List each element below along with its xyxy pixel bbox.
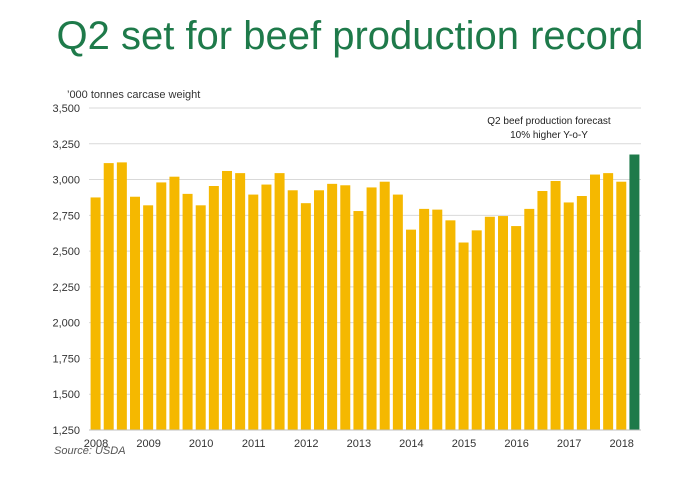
data-bar <box>327 183 338 430</box>
x-tick-label: 2016 <box>504 438 528 450</box>
data-bar <box>169 176 180 430</box>
x-tick-label: 2017 <box>557 438 581 450</box>
y-tick-label: 3,500 <box>52 103 80 115</box>
data-bar <box>603 173 614 430</box>
data-bar <box>458 242 469 430</box>
y-tick-label: 2,000 <box>52 318 80 330</box>
data-bar <box>182 193 193 430</box>
x-tick-label: 2015 <box>452 438 476 450</box>
forecast-annotation: Q2 beef production forecast 10% higher Y… <box>486 115 612 143</box>
data-bar <box>103 163 114 430</box>
data-bar <box>406 229 416 430</box>
x-tick-label: 2009 <box>136 438 160 450</box>
data-bar <box>156 182 167 430</box>
y-tick-label: 1,250 <box>52 425 80 437</box>
data-bar <box>248 194 259 430</box>
data-bar <box>340 185 351 430</box>
data-bar <box>116 162 127 430</box>
data-bar <box>287 190 298 430</box>
x-tick-label: 2010 <box>189 438 213 450</box>
y-tick-label: 3,000 <box>52 175 80 187</box>
forecast-bar <box>629 154 640 430</box>
data-bar <box>484 216 495 430</box>
annotation-line-1: Q2 beef production forecast <box>487 116 611 127</box>
y-tick-label: 2,500 <box>52 246 80 258</box>
data-bar <box>143 205 154 430</box>
y-tick-label: 2,250 <box>52 282 80 294</box>
data-bar <box>300 203 311 430</box>
y-tick-label: 1,750 <box>52 353 80 365</box>
x-tick-label: 2011 <box>242 438 266 450</box>
source-note: Source: USDA <box>54 445 126 457</box>
data-bar <box>576 196 587 430</box>
data-bar <box>445 220 456 430</box>
data-bar <box>222 170 232 430</box>
data-bar <box>195 205 206 430</box>
data-bar <box>353 211 364 430</box>
data-bar <box>563 202 574 430</box>
data-bar <box>511 226 522 430</box>
x-tick-label: 2018 <box>609 438 633 450</box>
data-bar <box>314 190 324 430</box>
data-bar <box>432 209 443 430</box>
x-tick-label: 2014 <box>399 438 423 450</box>
data-bar <box>90 197 101 430</box>
data-bar <box>130 196 140 430</box>
y-axis-unit-label: ’000 tonnes carcase weight <box>67 89 201 101</box>
data-bar <box>235 173 246 430</box>
data-bar <box>471 230 482 430</box>
data-bar <box>366 187 377 430</box>
annotation-line-2: 10% higher Y-o-Y <box>510 130 588 141</box>
data-bar <box>498 216 508 430</box>
data-bar <box>392 194 403 430</box>
x-tick-label: 2012 <box>294 438 318 450</box>
data-bar <box>550 180 561 430</box>
y-tick-label: 2,750 <box>52 210 80 222</box>
data-bar <box>261 184 272 430</box>
data-bar <box>537 191 548 430</box>
y-tick-label: 1,500 <box>52 389 80 401</box>
chart-title: Q2 set for beef production record <box>56 14 644 58</box>
data-bar <box>419 208 430 430</box>
data-bar <box>379 181 390 430</box>
x-tick-label: 2013 <box>347 438 371 450</box>
x-tick-label: 2008 <box>84 438 108 450</box>
y-tick-label: 3,250 <box>52 139 80 151</box>
data-bar <box>208 186 219 430</box>
data-bar <box>616 181 627 430</box>
data-bar <box>524 208 535 430</box>
data-bar <box>274 173 285 430</box>
data-bar <box>590 174 600 430</box>
